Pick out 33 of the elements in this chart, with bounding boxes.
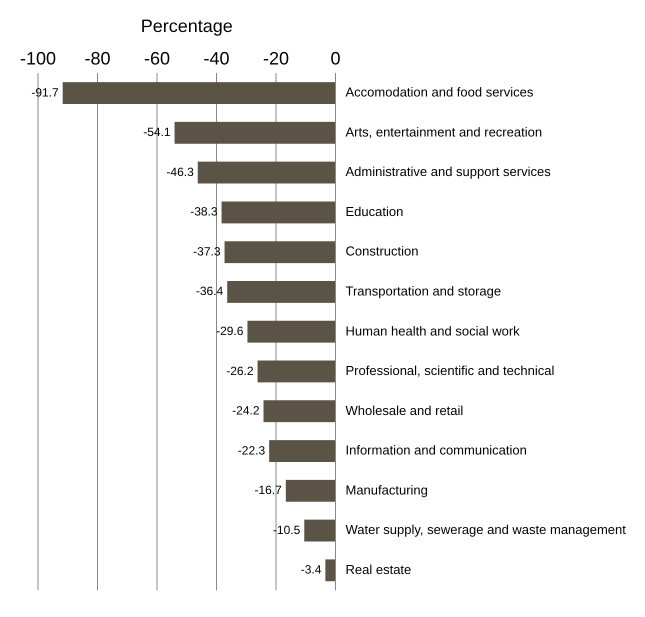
data-label: -22.3: [238, 443, 266, 458]
data-label: -16.7: [254, 483, 282, 498]
data-label: -54.1: [143, 125, 171, 140]
y-tick-label: Water supply, sewerage and waste management: [346, 522, 626, 538]
y-tick-label: Arts, entertainment and recreation: [346, 124, 542, 140]
x-tick-label: 0: [330, 48, 341, 68]
y-tick-label: Administrative and support services: [346, 164, 552, 180]
y-tick-label: Information and communication: [346, 442, 527, 458]
y-tick-label: Real estate: [346, 562, 412, 577]
data-label: -38.3: [190, 204, 218, 219]
y-tick-label: Accomodation and food services: [346, 84, 534, 100]
x-tick-label: -60: [144, 48, 170, 68]
data-label: -91.7: [31, 85, 60, 100]
data-label: -3.4: [300, 562, 322, 577]
y-tick-label: Manufacturing: [346, 482, 428, 498]
x-axis-title: Percentage: [140, 16, 233, 36]
y-tick-label: Education: [346, 204, 404, 219]
data-label: -46.3: [166, 164, 194, 179]
x-tick-label: -100: [20, 48, 56, 68]
y-tick-label: Transportation and storage: [346, 284, 502, 299]
y-tick-label: Human health and social work: [346, 323, 520, 338]
y-tick-label: Professional, scientific and technical: [346, 363, 554, 378]
data-label: -37.3: [193, 244, 221, 258]
data-label: -29.6: [216, 324, 244, 338]
x-tick-label: -40: [203, 48, 230, 68]
data-label: -36.4: [196, 284, 224, 298]
data-label: -10.5: [272, 522, 301, 537]
y-tick-label: Construction: [346, 244, 418, 259]
x-tick-label: -20: [262, 48, 290, 68]
data-label: -26.2: [226, 364, 254, 378]
y-tick-label: Wholesale and retail: [346, 402, 464, 418]
data-label: -24.2: [232, 404, 260, 418]
x-tick-label: -80: [84, 48, 111, 68]
